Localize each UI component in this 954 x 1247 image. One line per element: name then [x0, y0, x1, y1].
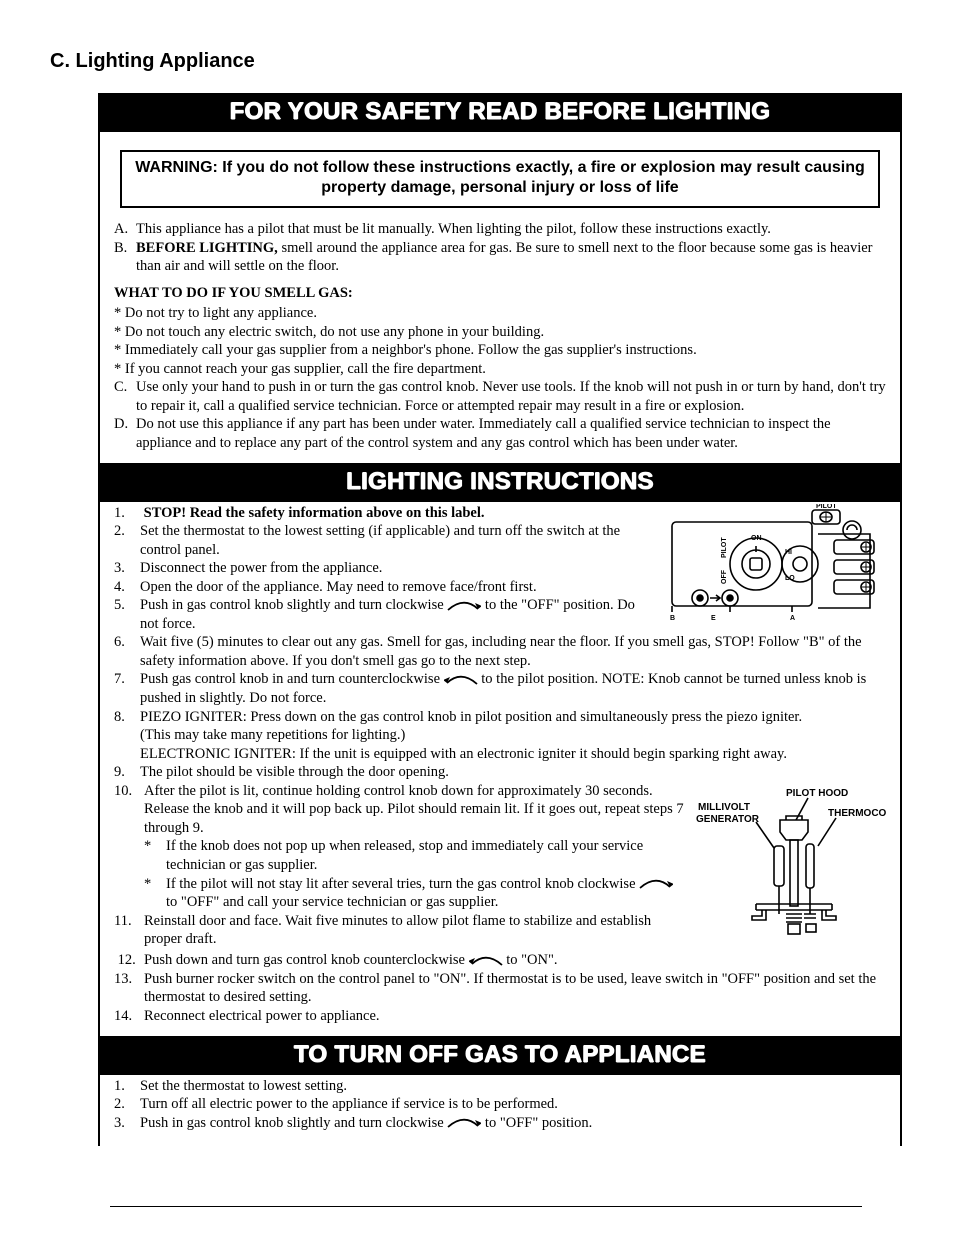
- step-6-text: Wait five (5) minutes to clear out any g…: [140, 633, 886, 670]
- step-9: 9.The pilot should be visible through th…: [114, 763, 886, 782]
- smell-heading: WHAT TO DO IF YOU SMELL GAS:: [114, 284, 886, 303]
- safety-a-text: This appliance has a pilot that must be …: [136, 220, 886, 239]
- banner-safety: FOR YOUR SAFETY READ BEFORE LIGHTING: [100, 93, 900, 132]
- figure-gas-valve: PILOT ON HI LO PILOT OFF B E A: [666, 504, 886, 624]
- safety-c-text: Use only your hand to push in or turn th…: [136, 378, 886, 415]
- step-1: 1. STOP! Read the safety information abo…: [114, 504, 656, 523]
- step-8b-text: (This may take many repetitions for ligh…: [114, 726, 886, 745]
- turnoff-1-text: Set the thermostat to lowest setting.: [140, 1077, 886, 1096]
- step-1-text: STOP! Read the safety information above …: [144, 505, 485, 521]
- step-2: 2.Set the thermostat to the lowest setti…: [114, 522, 656, 559]
- turnoff-2: 2.Turn off all electric power to the app…: [114, 1095, 886, 1114]
- label-a: A: [790, 615, 795, 622]
- step-7: 7. Push gas control knob in and turn cou…: [114, 670, 886, 707]
- banner-lighting: LIGHTING INSTRUCTIONS: [100, 463, 900, 502]
- turnoff-3a-text: Push in gas control knob slightly and tu…: [140, 1115, 447, 1131]
- step-13-text: Push burner rocker switch on the control…: [144, 970, 886, 1007]
- safety-d-text: Do not use this appliance if any part ha…: [136, 415, 886, 452]
- label-millivolt: MILLIVOLT: [698, 802, 750, 813]
- figure-pilot-assembly: PILOT HOOD MILLIVOLT GENERATOR THERMOCOU…: [696, 786, 886, 946]
- label-pilot-hood: PILOT HOOD: [786, 788, 848, 799]
- arrow-ccw-icon: [469, 955, 503, 967]
- step-10-star2a-text: If the pilot will not stay lit after sev…: [166, 876, 639, 892]
- step-9-text: The pilot should be visible through the …: [140, 763, 886, 782]
- safety-item-c: C. Use only your hand to push in or turn…: [114, 378, 886, 415]
- banner-turnoff: TO TURN OFF GAS TO APPLIANCE: [100, 1036, 900, 1075]
- step-10-star1: *If the knob does not pop up when releas…: [114, 837, 686, 874]
- safety-item-d: D. Do not use this appliance if any part…: [114, 415, 886, 452]
- label-hi: HI: [785, 549, 792, 556]
- arrow-cw-icon: [447, 600, 481, 612]
- step-4-text: Open the door of the appliance. May need…: [140, 578, 656, 597]
- step-12: 12. Push down and turn gas control knob …: [114, 951, 886, 970]
- arrow-cw-icon: [447, 1117, 481, 1129]
- turnoff-2-text: Turn off all electric power to the appli…: [140, 1095, 886, 1114]
- turnoff-3b-text: to "OFF" position.: [485, 1115, 592, 1131]
- label-pilot-top: PILOT: [816, 504, 837, 510]
- label-thermocouple: THERMOCOUPLE: [828, 808, 886, 819]
- footer-rule: [110, 1206, 862, 1207]
- label-lo: LO: [785, 575, 795, 582]
- step-7a-text: Push gas control knob in and turn counte…: [140, 671, 444, 687]
- step-10-star2: * If the pilot will not stay lit after s…: [114, 875, 686, 912]
- label-on: ON: [751, 535, 762, 542]
- step-13: 13.Push burner rocker switch on the cont…: [114, 970, 886, 1007]
- smell-item: Immediately call your gas supplier from …: [114, 341, 886, 360]
- label-off-side: OFF: [721, 569, 728, 584]
- smell-item: Do not touch any electric switch, do not…: [114, 323, 886, 342]
- step-4: 4.Open the door of the appliance. May ne…: [114, 578, 656, 597]
- label-e: E: [711, 615, 716, 622]
- step-10-star2b-text: to "OFF" and call your service technicia…: [166, 894, 498, 910]
- arrow-ccw-icon: [444, 674, 478, 686]
- safety-b-prefix: BEFORE LIGHTING,: [136, 240, 278, 256]
- safety-item-a: A. This appliance has a pilot that must …: [114, 220, 886, 239]
- step-11-text: Reinstall door and face. Wait five minut…: [144, 912, 686, 949]
- step-11: 11.Reinstall door and face. Wait five mi…: [114, 912, 686, 949]
- step-5: 5. Push in gas control knob slightly and…: [114, 596, 656, 633]
- step-6: 6.Wait five (5) minutes to clear out any…: [114, 633, 886, 670]
- label-b: B: [670, 615, 675, 622]
- step-12a-text: Push down and turn gas control knob coun…: [144, 952, 469, 968]
- smell-item: If you cannot reach your gas supplier, c…: [114, 360, 886, 379]
- step-10a-text: After the pilot is lit, continue holding…: [144, 782, 686, 838]
- step-10: 10.After the pilot is lit, continue hold…: [114, 782, 686, 838]
- turnoff-body: 1.Set the thermostat to lowest setting. …: [100, 1075, 900, 1147]
- label-pilot-side: PILOT: [721, 536, 728, 557]
- warning-box: WARNING: If you do not follow these inst…: [120, 150, 880, 208]
- step-14: 14.Reconnect electrical power to applian…: [114, 1007, 886, 1026]
- step-12b-text: to "ON".: [506, 952, 557, 968]
- smell-item: Do not try to light any appliance.: [114, 304, 886, 323]
- step-8: 8.PIEZO IGNITER: Press down on the gas c…: [114, 708, 886, 727]
- section-heading: C. Lighting Appliance: [50, 50, 914, 73]
- step-3: 3.Disconnect the power from the applianc…: [114, 559, 656, 578]
- safety-item-b: B. BEFORE LIGHTING, smell around the app…: [114, 239, 886, 276]
- lighting-body: 1. STOP! Read the safety information abo…: [100, 502, 900, 1030]
- step-14-text: Reconnect electrical power to appliance.: [144, 1007, 886, 1026]
- step-8c-text: ELECTRONIC IGNITER: If the unit is equip…: [114, 745, 886, 764]
- arrow-cw-icon: [639, 878, 673, 890]
- label-generator: GENERATOR: [696, 814, 760, 825]
- step-8a-text: PIEZO IGNITER: Press down on the gas con…: [140, 708, 886, 727]
- safety-body: A. This appliance has a pilot that must …: [100, 218, 900, 457]
- step-3-text: Disconnect the power from the appliance.: [140, 559, 656, 578]
- step-5a-text: Push in gas control knob slightly and tu…: [140, 597, 447, 613]
- turnoff-1: 1.Set the thermostat to lowest setting.: [114, 1077, 886, 1096]
- step-2-text: Set the thermostat to the lowest setting…: [140, 522, 656, 559]
- step-10-star1-text: If the knob does not pop up when release…: [166, 837, 686, 874]
- smell-list: Do not try to light any appliance. Do no…: [114, 304, 886, 378]
- content-frame: FOR YOUR SAFETY READ BEFORE LIGHTING WAR…: [98, 93, 902, 1146]
- turnoff-3: 3. Push in gas control knob slightly and…: [114, 1114, 886, 1133]
